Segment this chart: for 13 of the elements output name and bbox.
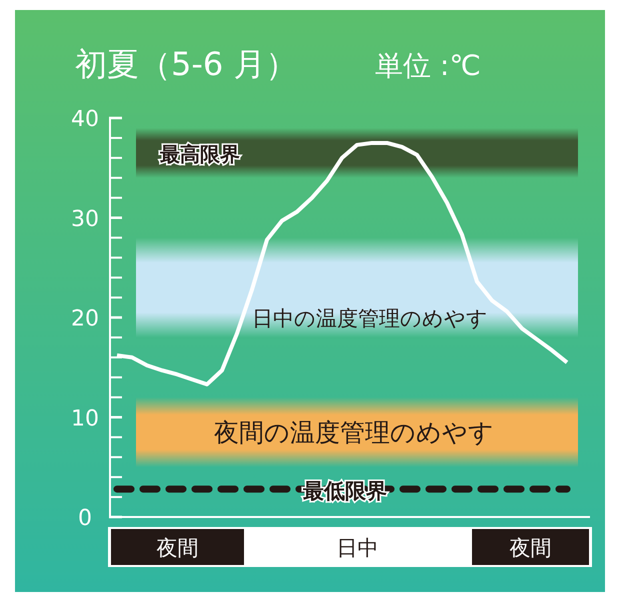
chart-title: 初夏（5-6 月） — [75, 45, 298, 83]
y-tick-label: 20 — [71, 306, 99, 332]
band-label: 日中の温度管理のめやす — [252, 306, 488, 330]
y-tick-label: 30 — [71, 206, 99, 232]
chart-subtitle: 単位 :℃ — [375, 49, 481, 82]
band-label: 最高限界 — [159, 142, 240, 166]
text: 日中 — [336, 536, 378, 560]
y-tick-label: 10 — [71, 406, 99, 432]
y-tick-label: 0 — [78, 506, 92, 531]
y-tick-label: 40 — [71, 107, 99, 132]
band-label: 夜間の温度管理のめやす — [214, 418, 494, 448]
text: 夜間 — [156, 536, 198, 560]
text: 夜間 — [510, 536, 552, 560]
